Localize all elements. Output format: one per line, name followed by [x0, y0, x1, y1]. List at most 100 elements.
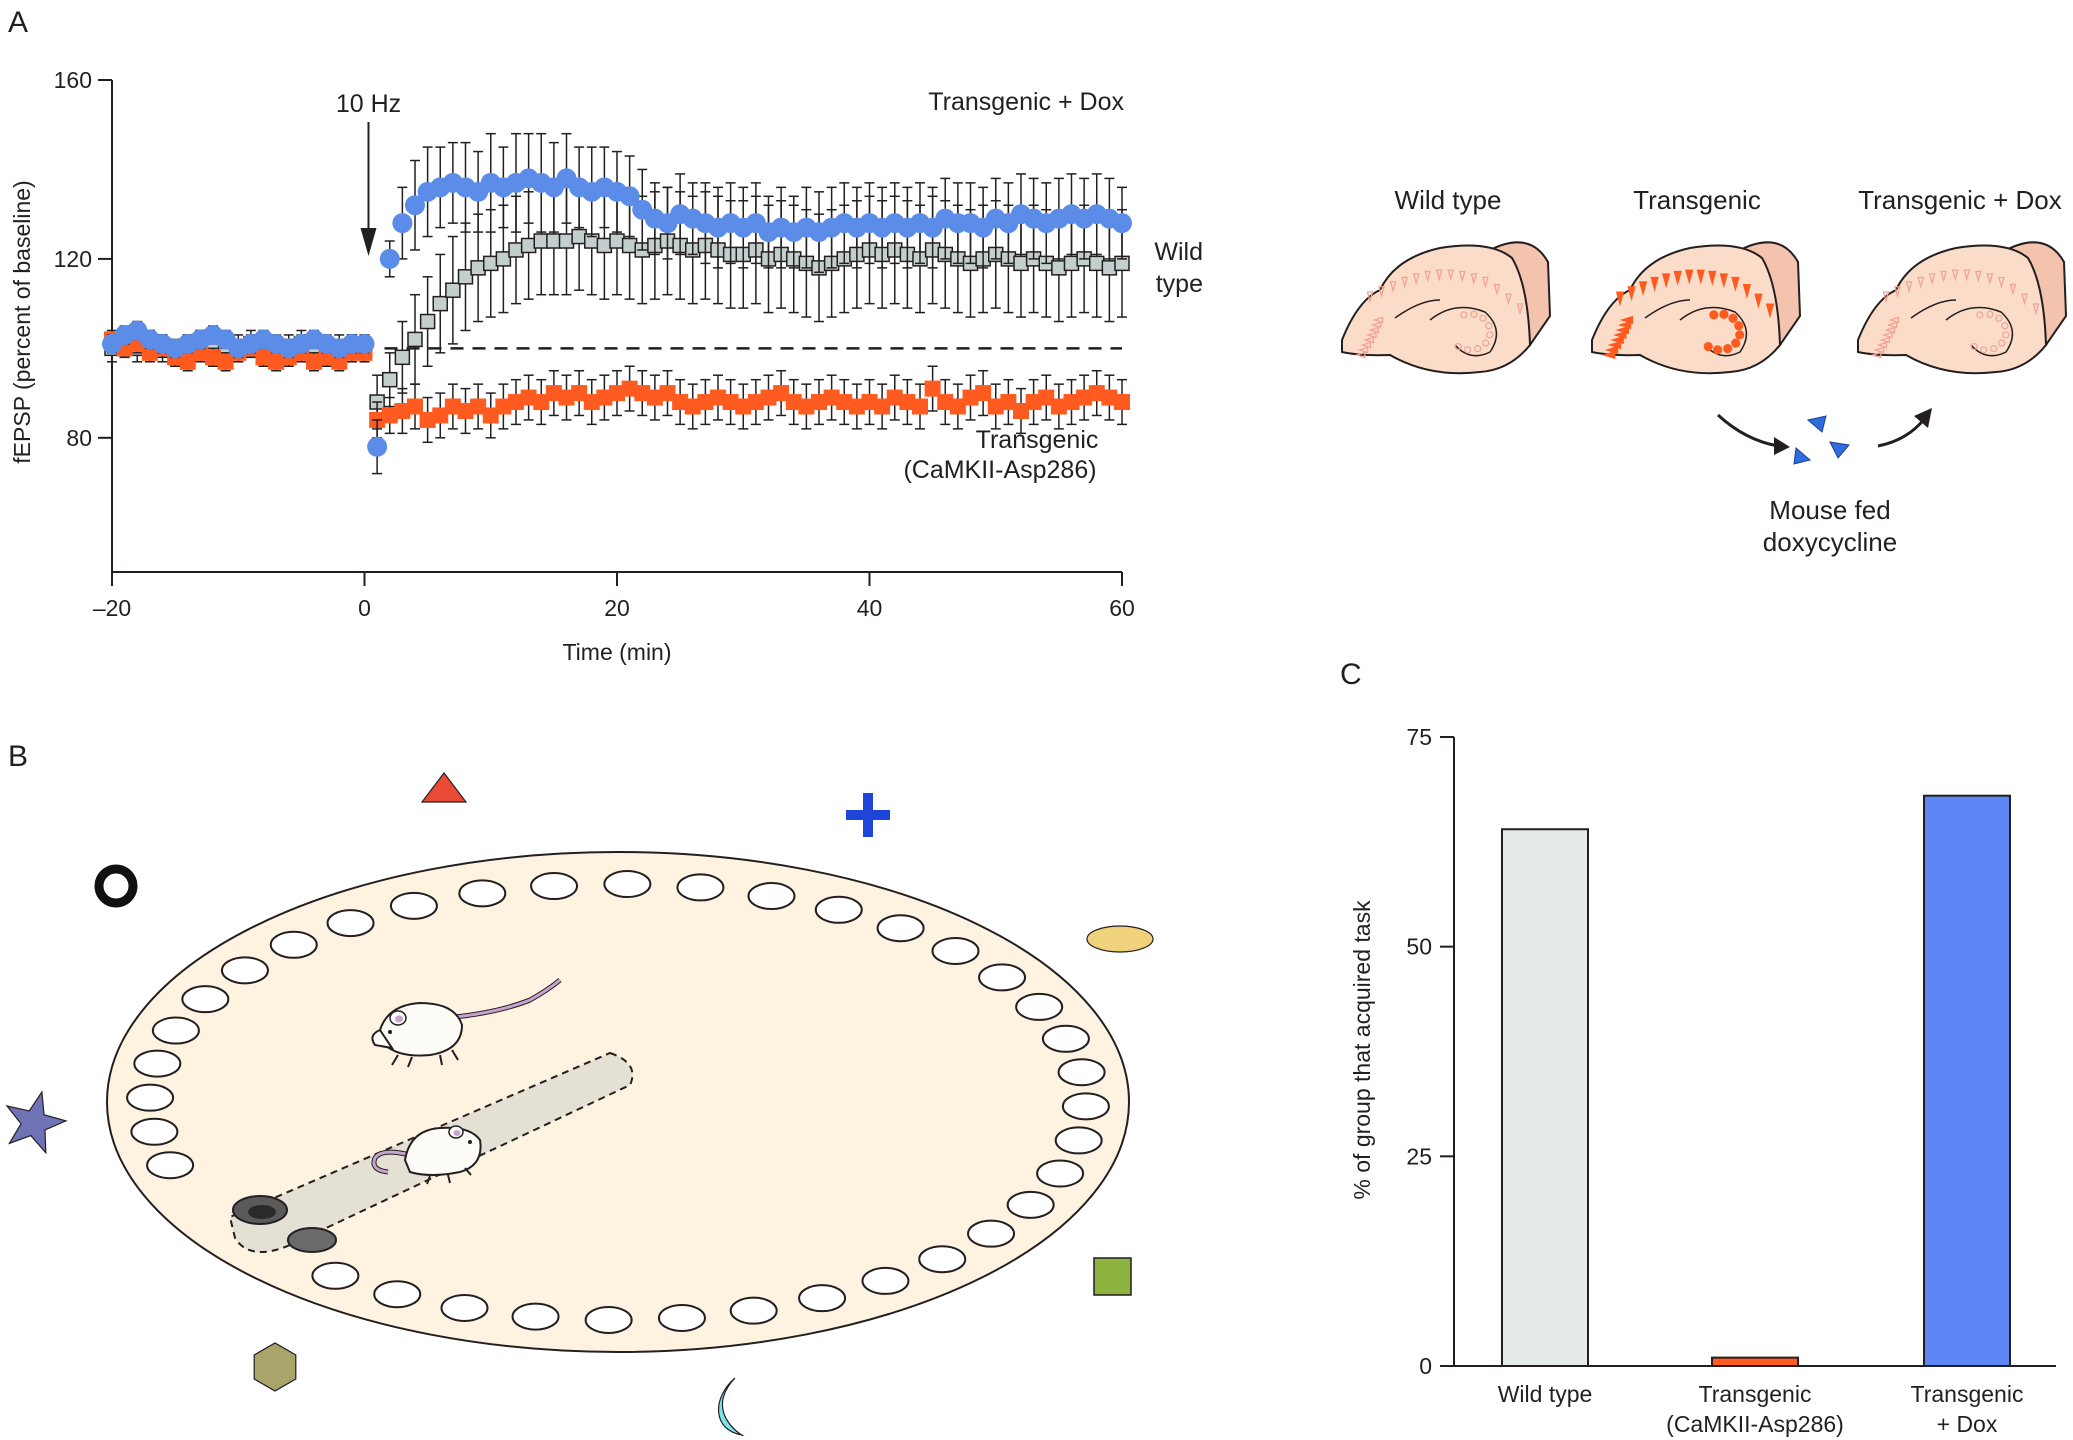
- slice-label-wild-type: Wild type: [1395, 185, 1502, 215]
- data-point: [268, 353, 285, 370]
- data-point: [634, 385, 651, 402]
- chart-c-ytick-label: 50: [1406, 934, 1432, 960]
- pyramidal-cell: [1986, 273, 1994, 286]
- granule-cell: [1486, 331, 1494, 339]
- bar: [1501, 828, 1589, 1367]
- panel-letter-a: A: [8, 6, 28, 39]
- maze-holes: [126, 870, 1110, 1334]
- pyramidal-cell: [1389, 281, 1397, 294]
- cue-moon: [718, 1377, 744, 1437]
- pyramidal-cell: [2009, 283, 2017, 296]
- hippocampus-slice: [1591, 241, 1802, 375]
- pyramidal-cell: [1708, 270, 1717, 286]
- granule-cell: [1995, 314, 2003, 322]
- chart-c-ylabel: % of group that acquired task: [1349, 900, 1375, 1200]
- data-point: [1088, 385, 1105, 402]
- data-point: [621, 380, 638, 397]
- legend-transgenic-line2: (CaMKII-Asp286): [903, 456, 1096, 484]
- data-point: [811, 394, 827, 411]
- data-point: [747, 394, 764, 411]
- data-point: [760, 389, 777, 406]
- chart-a-series: [102, 132, 1132, 475]
- hippocampus-slice: [1341, 241, 1552, 375]
- maze-hole: [798, 1284, 847, 1313]
- maze-hole: [967, 1219, 1016, 1248]
- data-point: [798, 398, 815, 415]
- pyramidal-cell: [1742, 284, 1752, 300]
- data-point: [886, 389, 903, 406]
- ca-curve: [1394, 299, 1441, 319]
- maze-hole: [657, 1303, 706, 1332]
- granule-cell: [1703, 341, 1713, 352]
- bar: [1923, 794, 2011, 1367]
- chart-c-category-label: Transgenic: [1911, 1381, 2024, 1407]
- data-point: [848, 398, 865, 415]
- pyramidal-cell: [1696, 269, 1705, 285]
- maze-hole: [530, 872, 579, 901]
- feed-label-line1: Mouse fed: [1769, 495, 1890, 525]
- feed-arrow-left-head: [1774, 437, 1790, 455]
- chart-c-category-label: Wild type: [1498, 1381, 1593, 1407]
- maze-hole: [326, 909, 375, 938]
- data-point: [367, 436, 388, 457]
- pyramidal-cell: [1719, 273, 1729, 289]
- maze-hole: [440, 1293, 489, 1322]
- data-point: [1076, 389, 1093, 406]
- data-point: [457, 402, 474, 419]
- granule-cell: [1728, 313, 1738, 323]
- data-point: [836, 394, 853, 411]
- pyramidal-cell: [1881, 331, 1893, 339]
- pyramidal-cell: [1360, 341, 1372, 349]
- pyramidal-cell: [1615, 291, 1625, 307]
- cue-star: [5, 1090, 68, 1155]
- pyramidal-cell: [1879, 336, 1891, 344]
- data-point: [392, 213, 413, 234]
- pyramidal-cell: [1601, 350, 1616, 360]
- data-point: [379, 248, 400, 269]
- granule-cell: [1970, 342, 1978, 351]
- feed-arrow-right: [1877, 417, 1927, 448]
- pyramidal-cell: [1905, 281, 1913, 294]
- maze-hole: [861, 1266, 910, 1295]
- granule-cell: [1731, 338, 1741, 348]
- maze-hole: [584, 1305, 633, 1334]
- pyramidal-cell: [1888, 316, 1900, 324]
- chart-a-xtick-label: 0: [358, 595, 371, 621]
- chart-a-xlabel: Time (min): [562, 639, 671, 665]
- data-point: [1112, 213, 1132, 234]
- slice-label-transgenic: Transgenic: [1633, 185, 1761, 215]
- stimulus-arrow-head: [360, 228, 377, 256]
- chart-a-ytick-label: 120: [54, 246, 92, 272]
- pyramidal-cell: [1493, 283, 1501, 296]
- pyramidal-cell: [1876, 341, 1888, 349]
- barnes-maze-diagram: [5, 772, 1154, 1437]
- data-point: [1000, 394, 1017, 411]
- ca-curve: [1910, 299, 1957, 319]
- chart-a-ytick-label: 160: [54, 67, 92, 93]
- chart-c-category-label: (CaMKII-Asp286): [1666, 1411, 1844, 1437]
- chart-c-category-label: + Dox: [1937, 1411, 1998, 1437]
- doxycycline-pill: [1793, 447, 1812, 465]
- pyramidal-cell: [1354, 351, 1366, 359]
- pyramidal-cell: [1673, 270, 1682, 286]
- data-point: [407, 398, 423, 415]
- pyramidal-cell: [1412, 273, 1420, 286]
- pyramidal-cell: [1435, 269, 1443, 282]
- pyramidal-cell: [1401, 276, 1408, 289]
- dentate-curve: [1945, 306, 2014, 357]
- feed-label-line2: doxycycline: [1763, 527, 1897, 557]
- maze-hole: [133, 1049, 182, 1078]
- data-point: [495, 251, 512, 267]
- data-point: [962, 389, 979, 406]
- chart-a-xtick-label: 20: [604, 595, 630, 621]
- escape-hole-2: [287, 1227, 337, 1253]
- maze-hole: [931, 936, 980, 965]
- chart-a-xtick-label: 40: [857, 595, 883, 621]
- data-point: [937, 394, 954, 411]
- maze-hole: [373, 1280, 422, 1309]
- data-point: [646, 389, 663, 406]
- chart-a-y-ticks: 80 120 160: [54, 67, 112, 451]
- stimulus-label: 10 Hz: [336, 90, 401, 118]
- pyramidal-cell: [1516, 303, 1524, 316]
- pyramidal-cell: [1424, 270, 1432, 283]
